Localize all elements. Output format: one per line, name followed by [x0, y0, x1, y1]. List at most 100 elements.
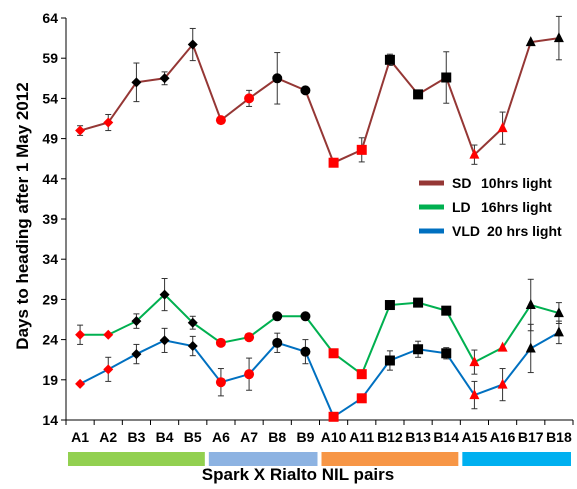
series-ld-marker-square — [413, 297, 424, 308]
series-ld-marker-circle — [215, 337, 226, 348]
series-vld-marker-square — [384, 355, 395, 366]
series-ld-marker-diamond — [103, 329, 114, 340]
legend-desc-ld: 16hrs light — [481, 199, 552, 215]
x-tick-label: A2 — [99, 429, 117, 445]
series-ld-marker-circle — [300, 311, 311, 322]
series-sd-marker-diamond — [187, 39, 198, 50]
x-tick-label: B8 — [268, 429, 286, 445]
legend-label-ld: LD — [452, 199, 471, 215]
x-tick-label: A10 — [321, 429, 347, 445]
series-vld-marker-triangle — [469, 389, 480, 400]
series-sd-marker-circle — [272, 73, 283, 84]
series-ld-marker-diamond — [75, 329, 86, 340]
x-tick-label: B13 — [405, 429, 431, 445]
series-sd-marker-square — [441, 72, 452, 83]
y-tick-label: 64 — [42, 10, 58, 26]
x-tick-label: A11 — [349, 429, 374, 445]
x-tick-label: B17 — [518, 429, 544, 445]
series-ld-marker-triangle — [525, 299, 536, 310]
series-sd-line — [79, 37, 560, 165]
x-tick-label: A7 — [240, 429, 258, 445]
group-bar — [208, 452, 318, 466]
series-ld-marker-square — [441, 305, 452, 316]
y-axis-title-text: Days to heading after 1 May 2012 — [13, 82, 32, 349]
series-ld-marker-circle — [244, 332, 255, 343]
x-tick-label: A6 — [212, 429, 230, 445]
series-ld-marker-triangle — [469, 356, 480, 367]
series-ld-marker-square — [328, 348, 339, 359]
y-tick-label: 24 — [42, 332, 58, 348]
series-vld-marker-square — [356, 393, 367, 404]
series-ld-marker-square — [356, 369, 367, 380]
y-tick-label: 44 — [42, 171, 58, 187]
series-sd-marker-square — [413, 89, 424, 100]
x-tick-label: B9 — [296, 429, 314, 445]
legend: SD 10hrs light LD 16hrs light VLD 20 hrs… — [419, 175, 562, 239]
series-sd-marker-triangle — [469, 148, 480, 159]
series-sd-marker-square — [356, 144, 367, 155]
series-sd-marker-triangle — [553, 32, 564, 43]
series-sd-marker-circle — [215, 115, 226, 126]
x-tick-label: B4 — [156, 429, 174, 445]
series-sd-marker-diamond — [75, 125, 86, 136]
legend-desc-vld: 20 hrs light — [487, 223, 562, 239]
series-ld-line — [80, 293, 560, 376]
series-vld-marker-diamond — [159, 335, 170, 346]
series-sd-marker-circle — [300, 85, 311, 96]
series-vld-marker-square — [441, 348, 452, 359]
group-bar — [321, 452, 459, 466]
series-sd-marker-diamond — [103, 117, 114, 128]
series-ld-marker-diamond — [131, 316, 142, 327]
x-tick-label: A16 — [490, 429, 516, 445]
series-vld-marker-diamond — [75, 378, 86, 389]
legend-label-vld: VLD — [452, 223, 480, 239]
series-ld-marker-diamond — [187, 317, 198, 328]
legend-label-sd: SD — [452, 175, 471, 191]
series-ld-marker-triangle — [497, 341, 508, 352]
y-tick-label: 34 — [42, 251, 58, 267]
series-ld-marker-square — [384, 300, 395, 311]
series-sd-marker-triangle — [525, 36, 536, 47]
series-sd-marker-square — [384, 54, 395, 65]
y-tick-label: 14 — [42, 412, 58, 428]
group-bar — [462, 452, 571, 466]
x-tick-label: B3 — [127, 429, 145, 445]
x-tick-label: B5 — [184, 429, 202, 445]
series-sd-marker-diamond — [159, 73, 170, 84]
series-vld-marker-circle — [244, 369, 255, 380]
series-sd-marker-circle — [244, 93, 255, 104]
series-vld-marker-circle — [215, 377, 226, 388]
x-tick-label: A15 — [462, 429, 488, 445]
series-vld-marker-diamond — [187, 341, 198, 352]
series-sd-marker-triangle — [497, 122, 508, 133]
y-tick-label: 54 — [42, 90, 58, 106]
series-sd-marker-diamond — [131, 77, 142, 88]
x-tick-label: B18 — [546, 429, 572, 445]
series-vld-marker-square — [413, 344, 424, 355]
series-sd-marker-square — [328, 157, 339, 168]
series-ld-marker-diamond — [159, 289, 170, 300]
y-axis-title: Days to heading after 1 May 2012 — [13, 82, 32, 349]
plot-area: 14 19 24 29 34 39 44 49 54 59 64 A1 A2 B3 B4 B5 A6 A7 B8 B9… — [42, 10, 574, 466]
x-tick-label: B14 — [433, 429, 459, 445]
series-ld-marker-circle — [272, 311, 283, 322]
y-tick-label: 39 — [42, 211, 58, 227]
y-tick-label: 49 — [42, 131, 58, 147]
y-tick-label: 19 — [42, 372, 58, 388]
series-ld-marker-triangle — [553, 307, 564, 318]
x-tick-label: B12 — [377, 429, 403, 445]
series-vld-marker-diamond — [131, 349, 142, 360]
series-vld-marker-triangle — [497, 378, 508, 389]
series-vld-marker-circle — [272, 337, 283, 348]
series-vld-line — [79, 331, 560, 419]
series-vld-marker-triangle — [525, 342, 536, 353]
series-vld-marker-diamond — [103, 364, 114, 375]
x-axis-title: Spark X Rialto NIL pairs — [202, 465, 394, 484]
series-vld-marker-triangle — [553, 326, 564, 337]
series-vld-marker-square — [328, 411, 339, 422]
y-tick-label: 29 — [42, 291, 58, 307]
series-vld-marker-circle — [300, 346, 311, 357]
y-tick-label: 59 — [42, 50, 58, 66]
x-tick-label: A1 — [71, 429, 89, 445]
